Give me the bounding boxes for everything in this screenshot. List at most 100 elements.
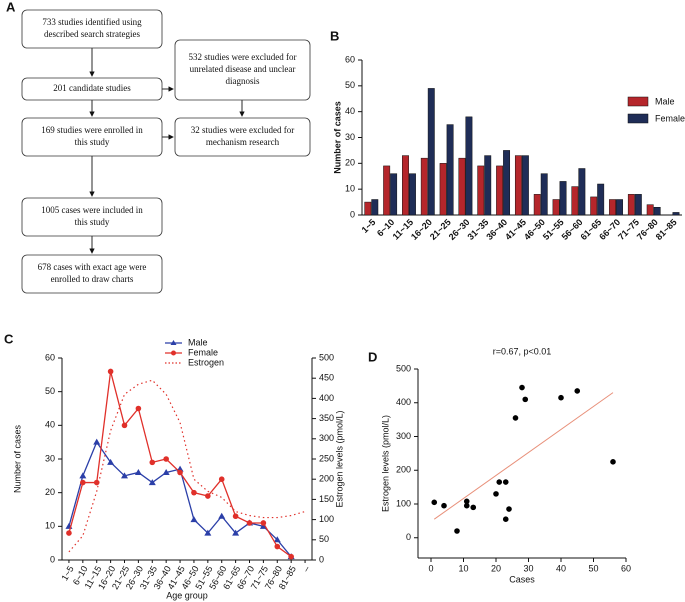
bar — [646, 204, 654, 216]
point — [506, 506, 512, 512]
y-tick-label: 250 — [319, 453, 334, 463]
legend-label: Male — [655, 96, 675, 106]
legend-label: Male — [188, 337, 208, 347]
point — [512, 415, 519, 421]
y-tick-label: 200 — [319, 474, 334, 484]
y-tick-label: 0 — [350, 209, 355, 219]
marker — [107, 368, 114, 375]
bar — [552, 199, 560, 216]
marker — [93, 479, 100, 486]
marker — [121, 472, 128, 479]
series-line — [68, 379, 306, 553]
panel-label: B — [330, 28, 339, 43]
legend-label: Female — [188, 347, 218, 357]
x-tick-label: 20 — [491, 563, 501, 573]
x-tick-label: – — [301, 564, 312, 573]
flow-text: mechanism research — [206, 137, 280, 147]
bar — [477, 165, 485, 216]
point — [441, 502, 447, 509]
y-tick-label: 0 — [406, 532, 411, 542]
bar — [465, 116, 473, 216]
marker — [80, 479, 86, 486]
marker — [274, 543, 281, 550]
y-axis-label: Number of cases — [332, 101, 342, 174]
marker — [190, 516, 198, 523]
bar — [371, 199, 379, 216]
bar — [458, 157, 466, 216]
marker — [134, 468, 142, 475]
point — [574, 388, 581, 394]
point — [431, 499, 438, 506]
marker — [93, 438, 101, 445]
x-tick-label: 0 — [428, 563, 433, 573]
y2-axis-label: Estrogen levels (pmol/L) — [334, 410, 344, 507]
bar — [408, 173, 416, 216]
marker — [232, 513, 239, 520]
bar — [653, 207, 661, 216]
x-tick-label: 81~85 — [654, 217, 679, 242]
flowchart: 733 studies identified using described se… — [21, 9, 311, 294]
marker — [246, 520, 253, 526]
legend-marker — [171, 350, 176, 356]
flow-text: 201 candidate studies — [53, 83, 131, 93]
bar — [540, 173, 548, 216]
marker — [149, 459, 156, 466]
flow-text: 169 studies were enrolled in — [41, 125, 143, 135]
flow-text: diagnosis — [225, 76, 259, 86]
x-tick-label: 60 — [621, 563, 631, 573]
marker — [218, 476, 225, 483]
y-tick-label: 0 — [50, 554, 55, 564]
bar — [597, 183, 605, 216]
flow-box — [174, 117, 311, 157]
y-tick-label: 50 — [345, 80, 355, 90]
marker — [162, 468, 170, 475]
y-axis-label: Number of cases — [12, 424, 22, 493]
marker — [135, 405, 142, 412]
marker — [259, 522, 267, 529]
y-tick-label: 500 — [319, 352, 334, 362]
marker — [107, 458, 115, 465]
flow-box — [21, 77, 163, 101]
marker — [205, 493, 211, 499]
y-tick-label: 50 — [319, 534, 329, 544]
bar — [627, 194, 635, 216]
bar — [496, 165, 504, 216]
y-tick-label: 400 — [319, 393, 334, 403]
y-tick-label: 0 — [319, 554, 324, 564]
panel-label: A — [6, 0, 16, 14]
flow-text: unrelated disease and unclear — [190, 64, 296, 74]
y-tick-label: 20 — [45, 487, 55, 497]
y-tick-label: 450 — [319, 373, 334, 383]
legend-swatch — [627, 96, 649, 107]
bar — [514, 155, 522, 216]
bar — [446, 124, 454, 216]
y-tick-label: 40 — [45, 420, 55, 430]
y-tick-label: 60 — [345, 54, 355, 64]
bar — [390, 173, 398, 216]
bar — [439, 163, 447, 216]
y-tick-label: 20 — [345, 158, 355, 168]
marker — [204, 529, 212, 536]
bar — [427, 88, 435, 216]
bar — [420, 157, 428, 216]
y-tick-label: 100 — [319, 514, 334, 524]
point — [519, 384, 525, 391]
bar — [383, 165, 391, 216]
y-tick-label: 10 — [45, 521, 55, 531]
marker — [218, 512, 226, 519]
series-line — [68, 371, 292, 558]
panel-label: D — [368, 349, 377, 364]
marker — [260, 520, 267, 526]
flow-box — [21, 9, 163, 49]
bar — [559, 181, 567, 216]
x-tick-label: 10 — [458, 563, 468, 573]
marker — [177, 469, 183, 476]
flow-text: this study — [75, 217, 110, 227]
bar — [402, 155, 409, 216]
y-tick-label: 500 — [396, 363, 411, 373]
chart-title: r=0.67, p<0.01 — [493, 346, 552, 356]
y-tick-label: 10 — [345, 184, 355, 194]
legend-marker — [170, 340, 177, 345]
y-tick-label: 30 — [345, 132, 355, 142]
